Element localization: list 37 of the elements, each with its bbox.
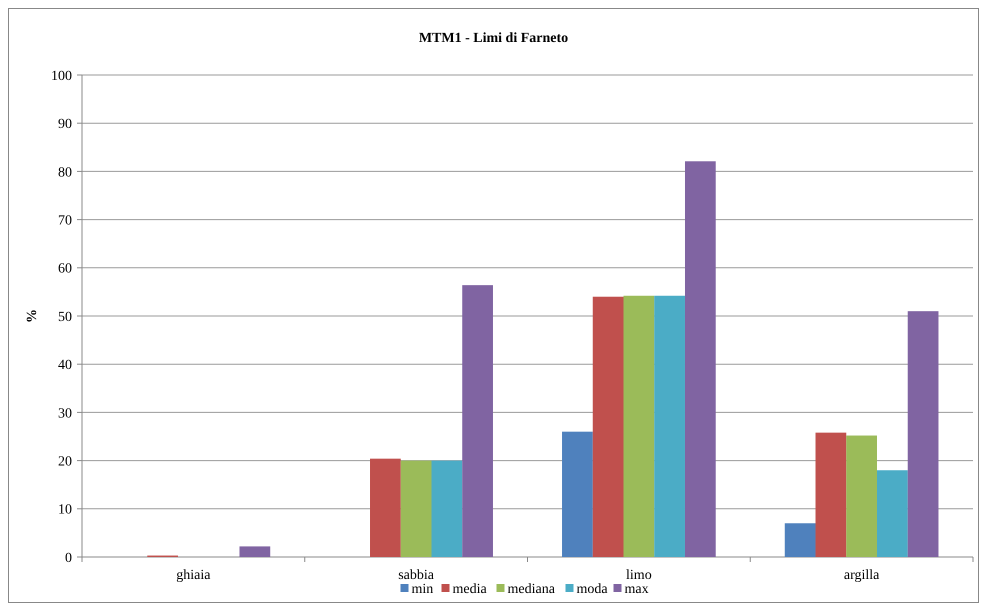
bar	[431, 460, 462, 557]
legend-label: media	[452, 582, 488, 597]
legend-label: moda	[576, 582, 608, 597]
bar	[462, 285, 493, 557]
legend-label: max	[624, 582, 649, 597]
y-tick-label: 90	[58, 117, 72, 132]
bar	[239, 546, 270, 557]
y-tick-label: 10	[58, 502, 72, 518]
bar	[624, 296, 654, 557]
y-tick-label: 60	[58, 262, 72, 277]
bar	[592, 296, 624, 557]
bar	[784, 523, 816, 557]
bar	[654, 296, 685, 557]
y-tick-label: 50	[58, 310, 72, 325]
y-tick-label: 30	[58, 406, 72, 422]
y-tick-label: 80	[58, 165, 72, 180]
y-tick-label: 0	[65, 550, 72, 566]
bar	[370, 458, 401, 557]
chart-title: MTM1 - Limi di Farneto	[418, 31, 568, 46]
x-tick-label: sabbia	[398, 568, 435, 583]
bar	[876, 470, 908, 557]
y-axis-title: %	[25, 309, 40, 323]
legend-label: min	[412, 582, 434, 597]
y-tick-label: 70	[58, 214, 72, 228]
bar	[400, 460, 432, 557]
x-tick-label: limo	[626, 568, 652, 583]
bar	[684, 161, 716, 557]
legend-label: mediana	[508, 582, 556, 597]
x-tick-label: ghiaia	[176, 568, 212, 583]
y-tick-label: 20	[58, 454, 72, 470]
bar	[562, 432, 593, 557]
bar	[908, 311, 938, 557]
bar	[846, 436, 877, 557]
x-tick-label: argilla	[844, 568, 880, 583]
y-tick-label: 100	[51, 68, 72, 84]
bar	[816, 432, 846, 557]
y-tick-label: 40	[58, 358, 72, 374]
